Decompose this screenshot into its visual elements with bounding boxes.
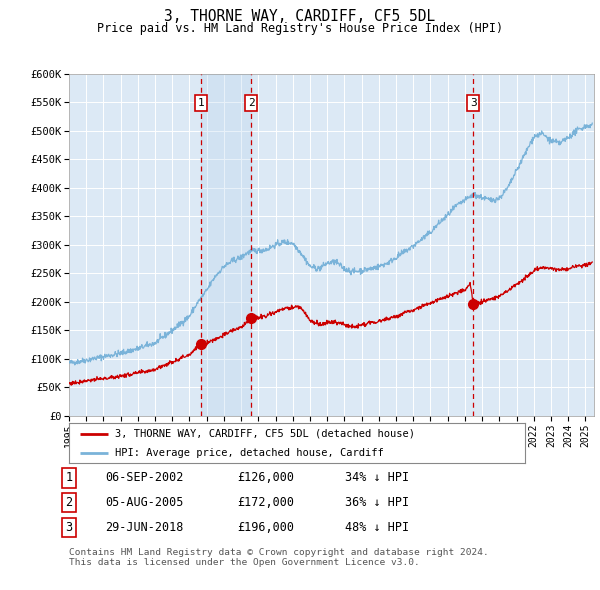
Text: Contains HM Land Registry data © Crown copyright and database right 2024.
This d: Contains HM Land Registry data © Crown c… <box>69 548 489 567</box>
Text: HPI: Average price, detached house, Cardiff: HPI: Average price, detached house, Card… <box>115 448 383 458</box>
Text: 1: 1 <box>65 471 73 484</box>
Text: 3, THORNE WAY, CARDIFF, CF5 5DL: 3, THORNE WAY, CARDIFF, CF5 5DL <box>164 9 436 24</box>
Text: Price paid vs. HM Land Registry's House Price Index (HPI): Price paid vs. HM Land Registry's House … <box>97 22 503 35</box>
Text: 05-AUG-2005: 05-AUG-2005 <box>105 496 184 509</box>
Text: 2: 2 <box>248 98 254 108</box>
Text: 29-JUN-2018: 29-JUN-2018 <box>105 521 184 534</box>
Text: 34% ↓ HPI: 34% ↓ HPI <box>345 471 409 484</box>
Text: 1: 1 <box>198 98 205 108</box>
Text: 3: 3 <box>65 521 73 534</box>
Text: £196,000: £196,000 <box>237 521 294 534</box>
Text: 06-SEP-2002: 06-SEP-2002 <box>105 471 184 484</box>
Text: £126,000: £126,000 <box>237 471 294 484</box>
Text: 3: 3 <box>470 98 477 108</box>
Text: £172,000: £172,000 <box>237 496 294 509</box>
Text: 3, THORNE WAY, CARDIFF, CF5 5DL (detached house): 3, THORNE WAY, CARDIFF, CF5 5DL (detache… <box>115 429 415 439</box>
Text: 36% ↓ HPI: 36% ↓ HPI <box>345 496 409 509</box>
Text: 48% ↓ HPI: 48% ↓ HPI <box>345 521 409 534</box>
Text: 2: 2 <box>65 496 73 509</box>
Bar <box>201 74 251 416</box>
